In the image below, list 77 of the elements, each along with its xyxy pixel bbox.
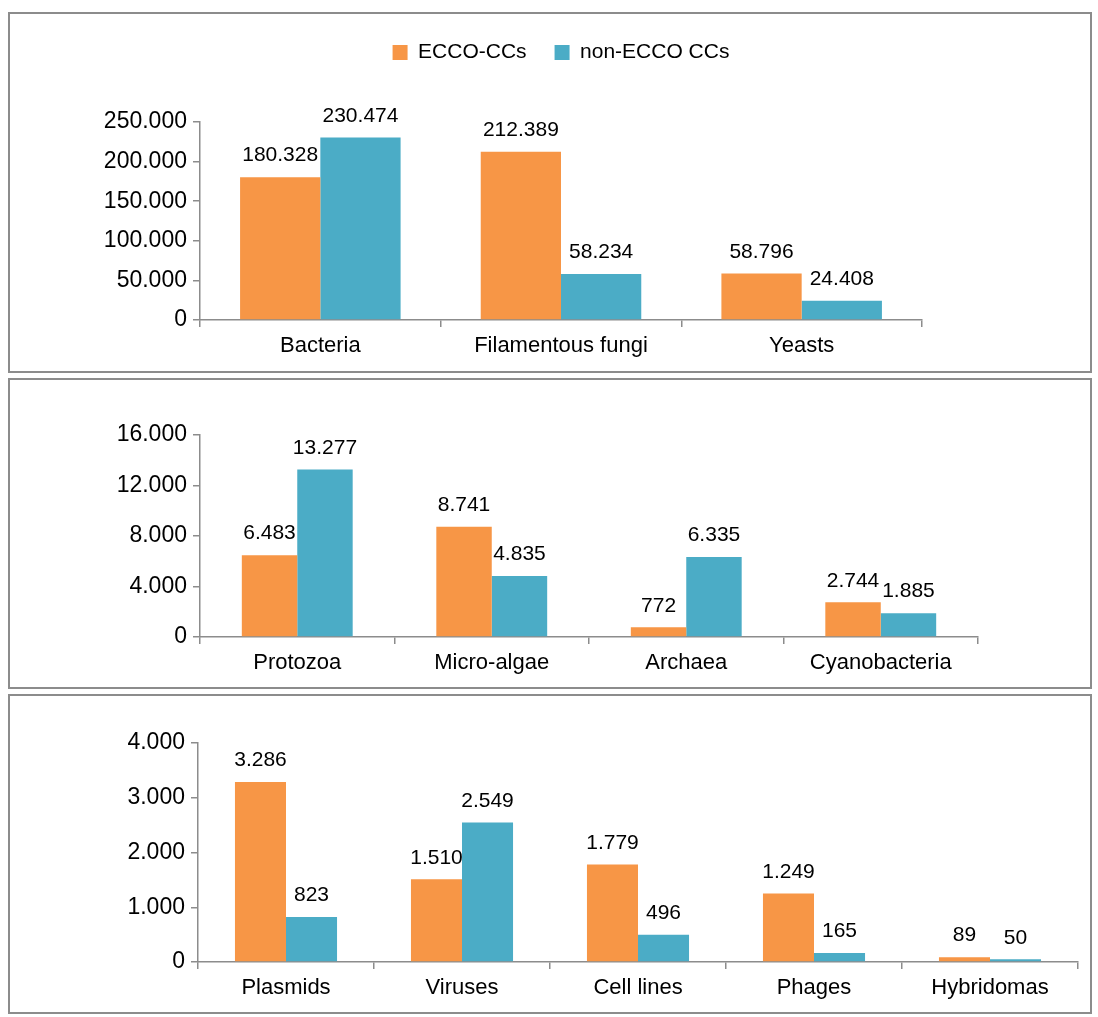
x-tick-label: Cell lines — [593, 974, 683, 1000]
data-label: 212.389 — [482, 117, 559, 141]
x-tick-label: Cyanobacteria — [809, 649, 953, 675]
y-tick-label: 50.000 — [116, 265, 187, 292]
bar — [801, 300, 882, 320]
data-label: 1.249 — [762, 858, 815, 882]
y-tick-label: 16.000 — [116, 420, 187, 447]
y-tick-label: 1.000 — [127, 892, 185, 919]
y-tick-label: 100.000 — [103, 226, 187, 253]
y-tick-label: 4.000 — [127, 728, 185, 755]
data-label: 180.328 — [242, 142, 319, 166]
data-label: 89 — [952, 922, 977, 946]
data-label: 8.741 — [437, 491, 491, 515]
bar — [320, 137, 401, 320]
data-label: 13.277 — [292, 434, 358, 458]
data-label: 496 — [646, 900, 682, 924]
bar — [938, 957, 990, 962]
y-tick-label: 3.000 — [127, 783, 185, 810]
legend-label: non-ECCO CCs — [580, 39, 730, 63]
x-tick-label: Micro-algae — [434, 649, 550, 675]
x-tick-label: Yeasts — [769, 332, 835, 358]
data-label: 58.796 — [729, 238, 794, 262]
bar — [234, 782, 286, 962]
bar — [297, 469, 353, 637]
data-label: 6.483 — [243, 520, 296, 544]
x-tick-label: Archaea — [645, 649, 728, 675]
data-label: 1.779 — [586, 829, 639, 853]
bar — [825, 602, 881, 637]
y-tick-label: 12.000 — [116, 470, 187, 497]
data-label: 1.885 — [882, 578, 935, 602]
data-label: 6.335 — [687, 522, 741, 546]
x-tick-label: Phages — [776, 974, 852, 1000]
data-label: 50 — [1003, 924, 1028, 948]
y-tick-label: 2.000 — [127, 837, 185, 864]
bar — [686, 557, 742, 637]
y-tick-label: 4.000 — [129, 571, 187, 598]
legend-label: ECCO-CCs — [418, 39, 527, 63]
data-label: 772 — [641, 592, 677, 616]
x-tick-label: Viruses — [425, 974, 499, 1000]
bar — [762, 893, 814, 962]
bar — [241, 555, 298, 637]
data-label: 2.549 — [461, 787, 514, 811]
data-label: 58.234 — [569, 239, 634, 263]
bar — [561, 273, 642, 320]
bar — [630, 627, 687, 637]
bar — [721, 273, 802, 320]
data-label: 2.744 — [826, 567, 880, 591]
y-tick-label: 200.000 — [103, 146, 187, 173]
x-tick-label: Bacteria — [279, 332, 362, 358]
bar — [880, 613, 937, 637]
x-tick-label: Protozoa — [253, 649, 343, 675]
bar — [480, 151, 561, 320]
data-label: 230.474 — [322, 102, 399, 126]
bar — [240, 177, 321, 320]
bar — [586, 864, 638, 962]
bar — [638, 934, 690, 962]
y-tick-label: 0 — [174, 622, 187, 649]
y-tick-label: 0 — [172, 947, 185, 974]
data-label: 24.408 — [809, 265, 874, 289]
data-label: 823 — [294, 882, 330, 906]
bar — [436, 526, 492, 637]
bar — [410, 879, 462, 962]
y-tick-label: 250.000 — [103, 107, 187, 134]
x-tick-label: Filamentous fungi — [474, 332, 648, 358]
data-label: 3.286 — [234, 747, 287, 771]
bar — [286, 916, 338, 962]
bar — [491, 575, 548, 637]
x-tick-label: Plasmids — [241, 974, 331, 1000]
y-tick-label: 8.000 — [129, 521, 187, 548]
y-tick-label: 150.000 — [103, 186, 187, 213]
x-tick-label: Hybridomas — [931, 974, 1049, 1000]
data-label: 4.835 — [493, 541, 546, 565]
data-label: 165 — [822, 918, 858, 942]
bar — [462, 822, 514, 962]
y-tick-label: 0 — [174, 305, 187, 332]
bar — [814, 952, 866, 962]
data-label: 1.510 — [410, 844, 463, 868]
